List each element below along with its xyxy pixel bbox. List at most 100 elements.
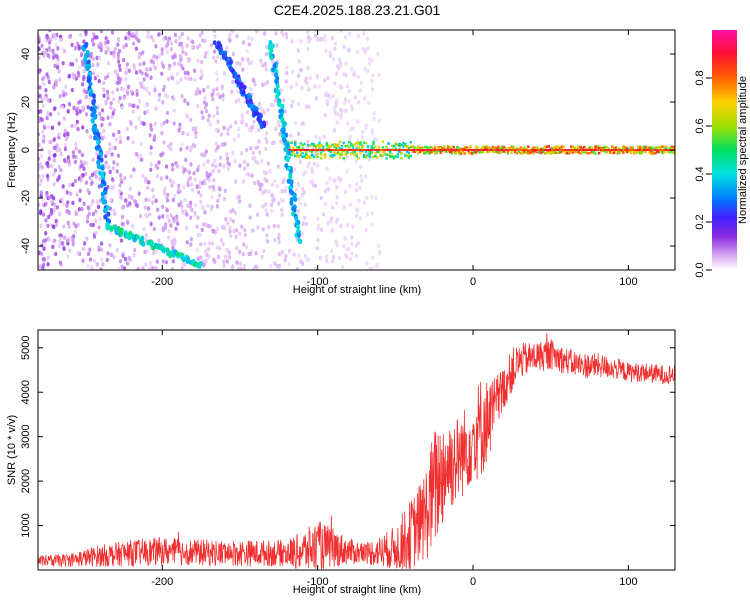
- heatmap-cell: [72, 154, 76, 159]
- heatmap-cell: [530, 149, 534, 151]
- heatmap-cell: [242, 159, 246, 164]
- heatmap-cell: [97, 55, 101, 60]
- heatmap-cell: [85, 89, 89, 95]
- heatmap-cell: [206, 247, 210, 252]
- heatmap-cell: [320, 149, 323, 151]
- heatmap-cell: [224, 216, 228, 222]
- heatmap-cell: [219, 155, 223, 161]
- heatmap-cell: [217, 169, 221, 174]
- heatmap-cell: [672, 145, 675, 148]
- heatmap-cell: [450, 149, 454, 151]
- heatmap-cell: [586, 152, 590, 155]
- heatmap-cell: [118, 189, 122, 194]
- heatmap-cell: [543, 147, 547, 150]
- heatmap-cell: [139, 141, 143, 147]
- heatmap-cell: [305, 153, 308, 156]
- heatmap-cell: [100, 122, 104, 128]
- heatmap-cell: [185, 225, 189, 231]
- heatmap-cell: [179, 53, 183, 59]
- heatmap-cell: [104, 101, 108, 106]
- heatmap-cell: [359, 173, 363, 179]
- heatmap-cell: [212, 30, 217, 34]
- heatmap-cell: [339, 115, 343, 120]
- heatmap-cell: [221, 93, 225, 98]
- heatmap-cell: [551, 150, 554, 153]
- heatmap-cell: [70, 123, 74, 129]
- heatmap-cell: [333, 151, 336, 154]
- heatmap-cell: [57, 164, 61, 170]
- heatmap-cell: [342, 157, 345, 160]
- heatmap-cell: [41, 197, 45, 203]
- heatmap-cell: [257, 128, 261, 133]
- heatmap-cell: [200, 227, 204, 233]
- heatmap-cell: [350, 149, 353, 151]
- heatmap-cell: [162, 140, 166, 145]
- heatmap-cell: [228, 225, 232, 230]
- heatmap-cell: [85, 66, 90, 72]
- heatmap-cell: [82, 39, 86, 44]
- heatmap-cell: [368, 152, 371, 156]
- heatmap-cell: [601, 146, 605, 150]
- heatmap-cell: [97, 204, 101, 210]
- heatmap-cell: [286, 149, 289, 151]
- heatmap-cell: [109, 101, 113, 106]
- heatmap-cell: [367, 61, 371, 66]
- heatmap-cell: [224, 254, 228, 259]
- heatmap-cell: [473, 150, 476, 153]
- heatmap-cell: [316, 152, 319, 156]
- heatmap-cell: [117, 99, 121, 105]
- heatmap-cell: [162, 120, 166, 126]
- heatmap-cell: [146, 185, 150, 190]
- heatmap-cell: [474, 151, 478, 154]
- heatmap-cell: [383, 150, 386, 153]
- heatmap-cell: [81, 105, 85, 110]
- heatmap-cell: [86, 263, 90, 269]
- heatmap-cell: [78, 149, 82, 154]
- heatmap-cell: [38, 210, 43, 216]
- heatmap-cell: [280, 212, 284, 217]
- heatmap-cell: [85, 129, 89, 134]
- heatmap-cell: [160, 122, 164, 127]
- heatmap-cell: [270, 43, 275, 49]
- heatmap-cell: [196, 232, 200, 238]
- heatmap-cell: [333, 145, 336, 149]
- heatmap-cell: [129, 174, 133, 179]
- heatmap-cell: [213, 34, 217, 39]
- heatmap-cell: [372, 136, 376, 142]
- heatmap-cell: [392, 145, 396, 148]
- heatmap-cell: [501, 147, 504, 150]
- heatmap-cell: [44, 218, 48, 223]
- heatmap-cell: [132, 167, 136, 172]
- heatmap-cell: [307, 87, 311, 92]
- heatmap-cell: [116, 38, 121, 43]
- heatmap-cell: [652, 147, 655, 150]
- heatmap-cell: [192, 142, 196, 148]
- heatmap-cell: [104, 50, 108, 55]
- heatmap-cell: [367, 157, 371, 162]
- heatmap-cell: [160, 51, 164, 56]
- heatmap-cell: [616, 147, 619, 150]
- heatmap-cell: [229, 124, 233, 129]
- heatmap-cell: [374, 155, 377, 158]
- heatmap-cell: [190, 44, 194, 50]
- heatmap-cell: [40, 243, 44, 248]
- heatmap-cell: [616, 149, 619, 153]
- heatmap-cell: [203, 95, 207, 101]
- heatmap-cell: [253, 159, 258, 164]
- heatmap-cell: [343, 236, 347, 241]
- heatmap-cell: [336, 112, 340, 117]
- heatmap-cell: [432, 147, 435, 151]
- heatmap-cell: [289, 133, 293, 138]
- heatmap-cell: [171, 266, 175, 270]
- heatmap-cell: [217, 144, 221, 150]
- heatmap-cell: [333, 108, 337, 114]
- heatmap-cell: [354, 188, 358, 193]
- heatmap-cell: [39, 109, 43, 114]
- heatmap-cell: [154, 44, 158, 49]
- heatmap-cell: [137, 191, 141, 196]
- heatmap-cell: [378, 250, 382, 256]
- heatmap-cell: [120, 105, 124, 111]
- heatmap-cell: [407, 154, 411, 158]
- heatmap-cell: [450, 152, 454, 155]
- heatmap-cell: [331, 149, 334, 151]
